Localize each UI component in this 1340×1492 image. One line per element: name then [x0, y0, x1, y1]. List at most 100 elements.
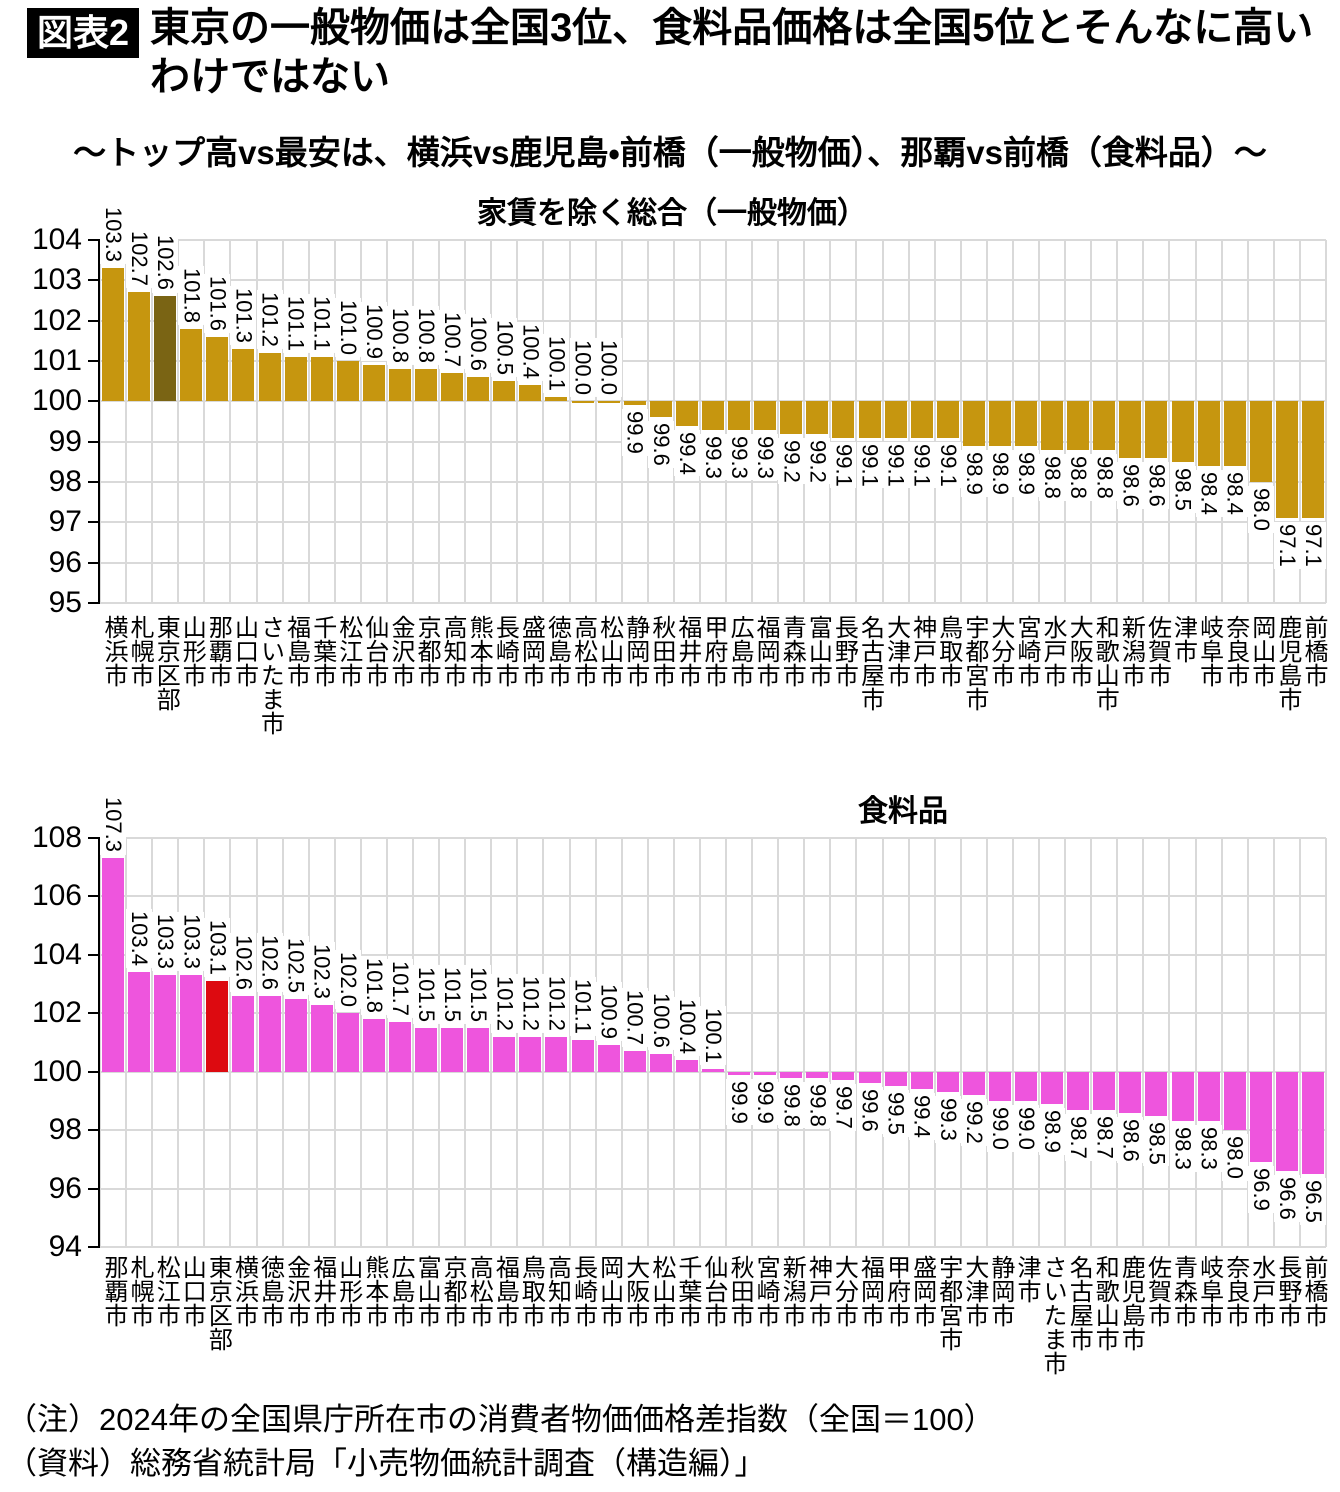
category-label: 宇都宮市 [934, 1255, 962, 1351]
figure-title-line1: 東京の一般物価は全国3位、食料品価格は全国5位とそんなに高い [150, 6, 1314, 50]
value-label: 99.3 [700, 433, 726, 481]
category-label: 岡山市 [1247, 615, 1275, 687]
gridline-v [1168, 838, 1171, 1247]
value-label: 99.9 [726, 1078, 753, 1126]
value-label: 99.0 [1013, 1104, 1040, 1152]
y-axis-tick [88, 561, 100, 564]
bar-静岡市 [623, 401, 646, 406]
bar-金沢市 [388, 369, 411, 402]
category-label: 盛岡市 [908, 1255, 936, 1327]
gridline-v [464, 240, 467, 603]
bar-新潟市 [780, 1071, 803, 1078]
gridline-v [568, 838, 571, 1247]
category-label: 札幌市 [126, 1255, 154, 1327]
gridline-h [100, 1129, 1326, 1132]
gridline-v [881, 838, 884, 1247]
gridline-v [698, 240, 701, 603]
gridline-v [985, 240, 988, 603]
value-label: 99.5 [882, 1090, 909, 1138]
gridline-h [100, 1070, 1326, 1073]
gridline-v [933, 838, 936, 1247]
bar-京都市 [415, 369, 438, 402]
gridline-v [125, 838, 128, 1247]
category-label: 福岡市 [856, 1255, 884, 1327]
value-label: 99.3 [752, 433, 779, 481]
y-axis-tick [88, 360, 100, 362]
value-label: 98.6 [1117, 1116, 1144, 1164]
value-label: 99.9 [752, 1078, 779, 1126]
category-label: 高松市 [569, 615, 597, 687]
gridline-h [100, 360, 1326, 362]
category-label: 水戸市 [1247, 1255, 1275, 1327]
bar-千葉市 [675, 1060, 698, 1072]
gridline-v [620, 838, 623, 1247]
gridline-v [672, 240, 675, 603]
value-label: 100.7 [439, 310, 466, 370]
gridline-v [1116, 838, 1119, 1247]
bar-津市 [1171, 401, 1194, 462]
gridline-v [1246, 838, 1249, 1247]
figure-title-line2: わけではない [150, 55, 390, 99]
bar-那覇市 [206, 336, 229, 402]
chart-title: 家賃を除く総合（一般物価） [477, 188, 867, 232]
value-label: 100.0 [569, 338, 596, 398]
value-label: 102.6 [230, 932, 257, 992]
gridline-v [1168, 240, 1171, 603]
bar-佐賀市 [1145, 1071, 1168, 1116]
gridline-v [203, 838, 206, 1247]
gridline-v [803, 240, 806, 603]
gridline-v [646, 838, 649, 1247]
y-axis-tick [88, 1070, 100, 1073]
gridline-v [490, 838, 493, 1247]
value-label: 98.4 [1195, 469, 1222, 517]
bar-長野市 [1275, 1071, 1298, 1172]
bar-横浜市 [232, 995, 255, 1072]
category-label: 奈良市 [1221, 615, 1249, 687]
gridline-v [542, 240, 545, 603]
value-label: 99.1 [830, 441, 857, 489]
category-label: 広島市 [726, 615, 754, 687]
category-label: 高知市 [439, 615, 467, 687]
value-label: 100.9 [595, 982, 622, 1042]
category-label: 津市 [1169, 615, 1197, 663]
category-label: 鹿児島市 [1273, 615, 1301, 711]
category-label: 前橋市 [1299, 1255, 1327, 1327]
y-axis-label: 96 [48, 545, 82, 579]
category-label: 高松市 [465, 1255, 493, 1327]
value-label: 100.4 [517, 322, 544, 382]
y-axis-label: 108 [31, 821, 82, 854]
value-label: 98.6 [1143, 461, 1170, 509]
category-label: 甲府市 [700, 615, 727, 687]
gridline-v [907, 838, 910, 1247]
gridline-v [751, 838, 754, 1247]
value-label: 99.7 [830, 1084, 857, 1132]
gridline-h [100, 561, 1326, 564]
value-label: 99.2 [778, 437, 805, 485]
gridline-v [516, 240, 519, 603]
figure-badge: 図表2 [27, 8, 140, 58]
category-label: 鹿児島市 [1117, 1255, 1145, 1351]
bar-新潟市 [1119, 401, 1142, 458]
value-label: 98.9 [1039, 1107, 1066, 1155]
category-label: 和歌山市 [1091, 1255, 1119, 1351]
category-label: 那覇市 [204, 615, 232, 687]
gridline-v [1272, 240, 1275, 603]
gridline-v [177, 838, 180, 1247]
value-label: 99.3 [726, 433, 753, 481]
y-axis-tick [88, 1246, 100, 1248]
y-axis-tick [88, 279, 100, 282]
bar-松山市 [649, 1054, 672, 1072]
gridline-v [99, 240, 101, 603]
gridline-h [100, 895, 1326, 898]
value-label: 99.8 [778, 1081, 805, 1129]
value-label: 98.3 [1169, 1125, 1196, 1173]
value-label: 100.5 [491, 318, 518, 378]
value-label: 98.9 [960, 449, 987, 497]
gridline-v [725, 240, 728, 603]
value-label: 100.0 [595, 338, 622, 398]
bar-仙台市 [702, 1068, 724, 1072]
value-label: 99.3 [934, 1096, 961, 1143]
gridline-v [229, 838, 232, 1247]
bar-鹿児島市 [1275, 401, 1298, 519]
